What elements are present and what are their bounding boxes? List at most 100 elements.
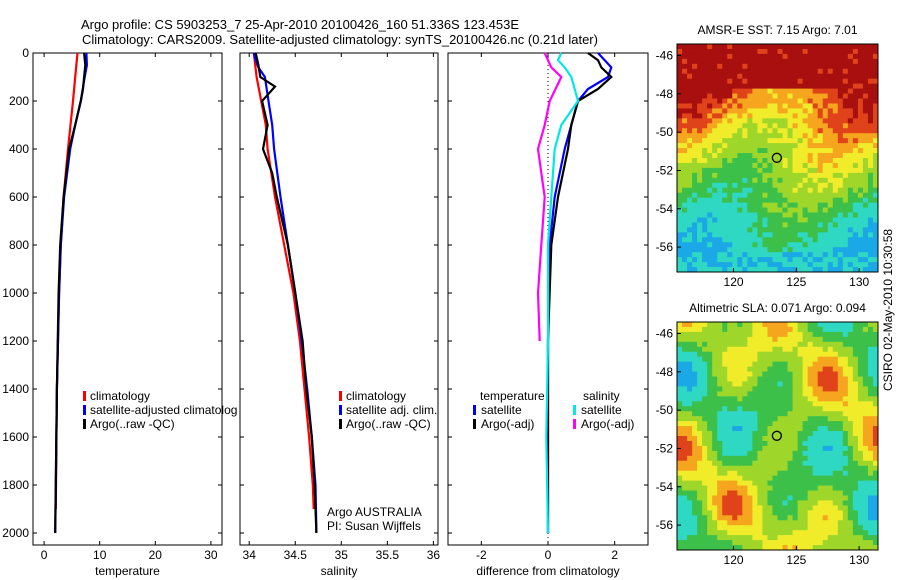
- map-cell: [862, 44, 869, 50]
- map-cell: [857, 172, 864, 179]
- map-cell: [752, 158, 758, 164]
- map-cell: [812, 431, 819, 437]
- map-cell: [812, 98, 819, 104]
- map-cell: [727, 118, 733, 124]
- y-tick-label: -52: [656, 441, 674, 455]
- map-cell: [737, 416, 743, 422]
- map-cell: [722, 118, 728, 124]
- map-cell: [772, 356, 778, 363]
- map-cell: [737, 242, 743, 248]
- map-cell: [827, 371, 834, 377]
- map-cell: [812, 540, 819, 546]
- map-cell: [792, 366, 799, 372]
- map-cell: [862, 123, 869, 129]
- map-cell: [857, 118, 864, 124]
- map-cell: [732, 78, 738, 85]
- map-cell: [772, 351, 778, 358]
- map-cell: [697, 267, 703, 273]
- map-cell: [687, 376, 693, 382]
- map-cell: [807, 262, 814, 268]
- map-cell: [797, 515, 804, 521]
- map-cell: [837, 510, 844, 516]
- map-cell: [722, 510, 728, 516]
- map-cell: [757, 545, 763, 551]
- map-cell: [727, 361, 733, 368]
- map-cell: [792, 237, 799, 243]
- map-cell: [752, 182, 758, 189]
- map-cell: [692, 68, 698, 75]
- map-cell: [737, 485, 743, 491]
- map-cell: [677, 495, 683, 501]
- map-cell: [677, 247, 683, 253]
- map-cell: [682, 490, 688, 496]
- map-cell: [872, 78, 879, 85]
- map-cell: [712, 207, 718, 213]
- map-cell: [872, 391, 879, 397]
- map-cell: [812, 187, 819, 194]
- map-cell: [722, 252, 728, 258]
- map-cell: [827, 212, 834, 218]
- map-cell: [722, 83, 728, 90]
- map-cell: [687, 113, 693, 119]
- map-cell: [862, 540, 869, 546]
- map-cell: [702, 366, 708, 372]
- map-cell: [817, 148, 824, 154]
- map-cell: [867, 247, 874, 253]
- map-cell: [817, 153, 824, 159]
- map-cell: [767, 426, 773, 432]
- map-cell: [772, 431, 778, 437]
- map-cell: [787, 416, 793, 422]
- map-cell: [782, 440, 788, 447]
- map-cell: [722, 351, 728, 358]
- map-cell: [732, 158, 738, 164]
- map-cell: [817, 103, 824, 109]
- map-cell: [807, 128, 814, 134]
- map-cell: [812, 247, 819, 253]
- map-cell: [712, 386, 718, 392]
- map-cell: [682, 445, 688, 452]
- map-cell: [792, 78, 799, 85]
- map-cell: [857, 187, 864, 194]
- map-cell: [712, 436, 718, 442]
- map-cell: [697, 406, 703, 412]
- map-cell: [852, 396, 859, 402]
- map-cell: [837, 267, 844, 273]
- map-cell: [787, 525, 793, 531]
- map-cell: [787, 455, 793, 462]
- map-cell: [832, 73, 839, 80]
- map-cell: [742, 197, 748, 204]
- map-cell: [717, 78, 723, 85]
- map-cell: [797, 73, 804, 80]
- map-cell: [722, 411, 728, 417]
- map-cell: [757, 182, 763, 189]
- map-cell: [772, 83, 778, 90]
- map-cell: [712, 73, 718, 80]
- map-cell: [742, 227, 748, 233]
- map-cell: [852, 356, 859, 363]
- map-cell: [802, 336, 809, 343]
- map-cell: [827, 525, 834, 531]
- map-cell: [842, 262, 849, 268]
- map-cell: [847, 78, 854, 85]
- map-cell: [727, 257, 733, 263]
- map-cell: [867, 326, 874, 333]
- map-cell: [732, 93, 738, 99]
- map-cell: [857, 515, 864, 521]
- map-cell: [752, 212, 758, 218]
- map-cell: [857, 426, 864, 432]
- map-cell: [832, 148, 839, 154]
- map-cell: [842, 346, 849, 353]
- map-cell: [822, 366, 829, 372]
- map-cell: [862, 133, 869, 139]
- map-cell: [737, 78, 743, 85]
- map-cell: [842, 480, 849, 486]
- map-cell: [822, 421, 829, 427]
- map-cell: [847, 341, 854, 348]
- map-cell: [842, 148, 849, 154]
- map-cell: [777, 58, 783, 65]
- map-cell: [727, 545, 733, 551]
- map-cell: [767, 371, 773, 377]
- map-cell: [772, 78, 778, 85]
- map-cell: [682, 267, 688, 273]
- map-cell: [847, 222, 854, 228]
